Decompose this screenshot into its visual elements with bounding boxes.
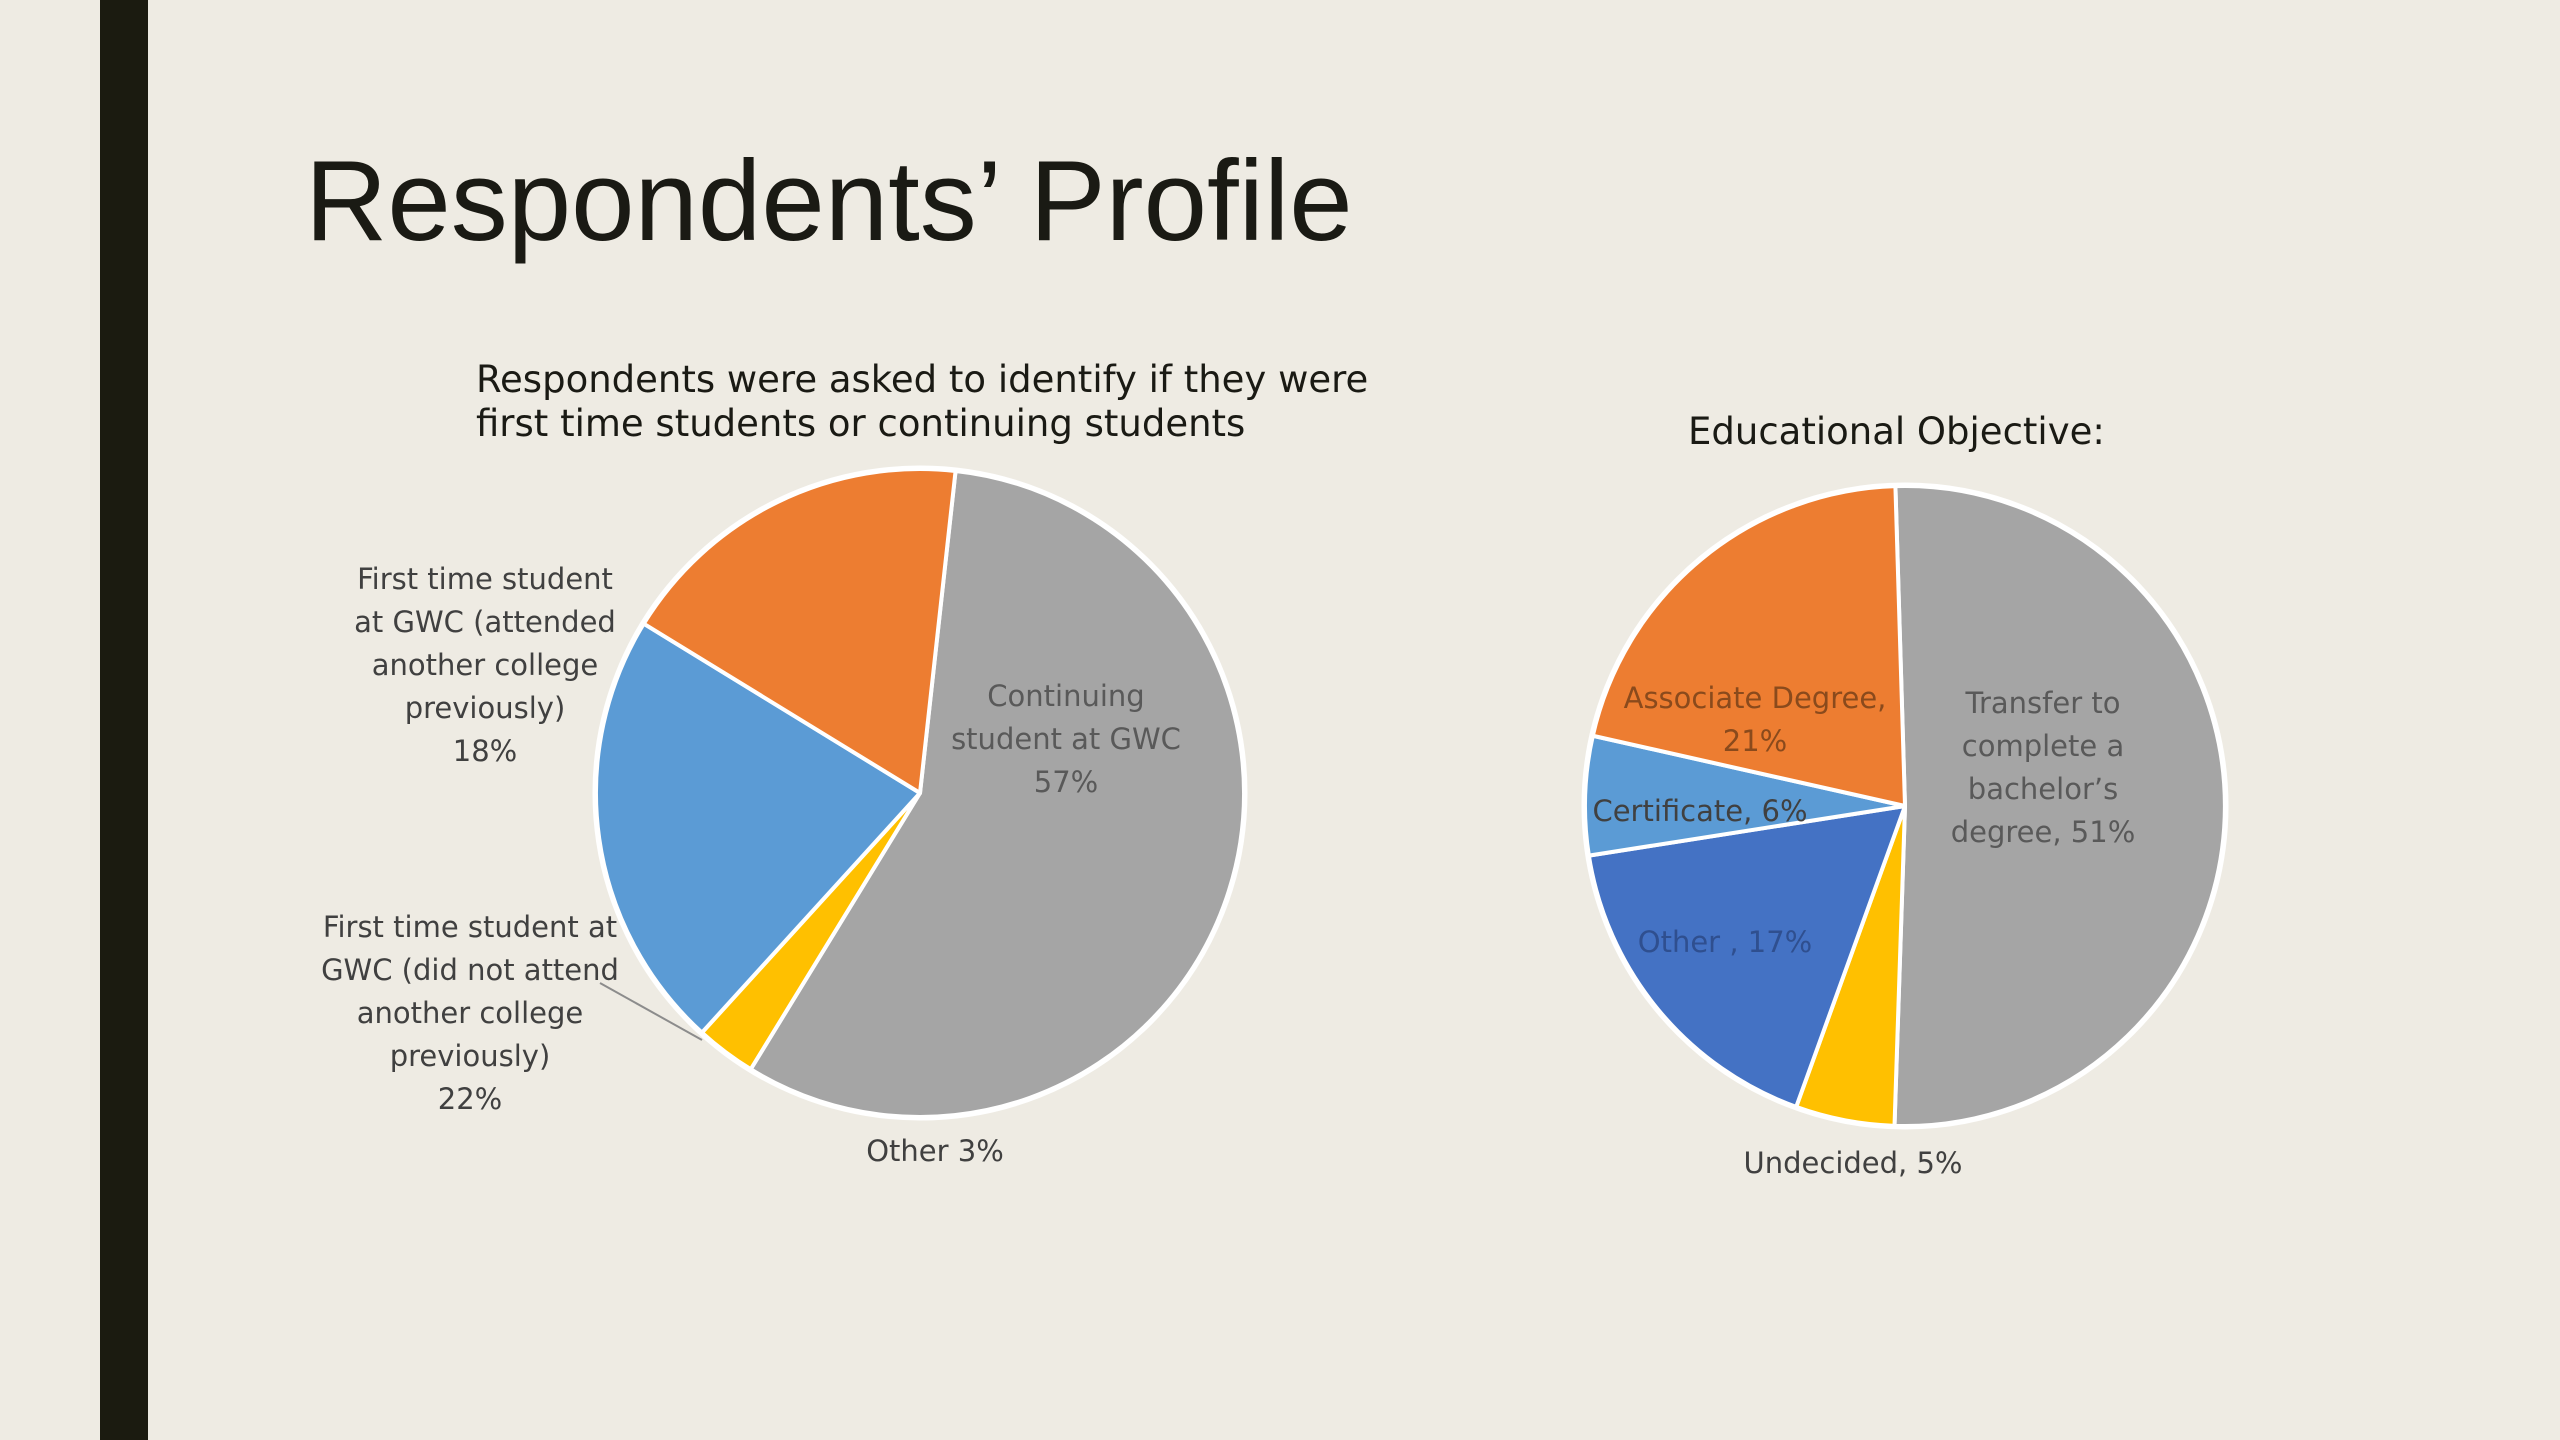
chart-2-title: Educational Objective: [1688,410,2105,454]
pie-chart-educational-objective: Transfer to complete a bachelor’s degree, 5… [1581,482,2229,1180]
pie-slice-continuing-student-at-gwc [748,468,1246,1120]
pie-rim [592,465,1248,1121]
chart-1-title-line: Respondents were asked to identify if th… [476,358,1369,401]
data-label-transfer-to-complete-a-bachelor-s-degree: Transfer to complete a bachelor’s degree, 5… [1951,686,2136,849]
pie-slice-certificate [1583,733,1907,858]
data-label-certificate: Certificate, 6% [1592,794,1807,828]
data-label-associate-degree: Associate Degree, 21% [1624,681,1887,758]
data-label-undecided: Undecided, 5% [1744,1146,1963,1180]
pie-slice-first-time-student-at-gwc-did-not-attend-another-college-previously [594,621,922,1035]
slide-title: Respondents’ Profile [305,138,1353,265]
data-label-other: Other 3% [866,1134,1004,1168]
slide-accent-bar [100,0,148,1440]
pie-rim [1581,482,2229,1130]
pie-slice-transfer-to-complete-a-bachelor-s-degree [1892,484,2227,1128]
chart-1-title-line: first time students or continuing studen… [476,402,1246,445]
pie-slice-associate-degree [1590,484,1907,808]
pie-slice-first-time-student-at-gwc-attended-another-college-previously [641,467,958,795]
data-label-continuing-student-at-gwc: Continuing student at GWC 57% [951,679,1181,799]
leader-line-first-time-no-prior [599,982,703,1041]
pie-chart-student-status: Continuing student at GWC 57% Other 3% First… [321,465,1248,1168]
data-label-other: Other , 17% [1638,925,1812,959]
data-label-first-time-student-at-gwc-attended-another-college-previously: First time student at GWC (attended anothe… [354,562,616,768]
chart-1-title: Respondents were asked to identify if th… [476,358,1376,446]
pie-slice-other [1586,804,1907,1109]
chart-2-title-line: Educational Objective: [1688,410,2105,453]
data-label-first-time-student-at-gwc-did-not-attend-another-college-previously: First time student at GWC (did not attend… [321,910,619,1116]
